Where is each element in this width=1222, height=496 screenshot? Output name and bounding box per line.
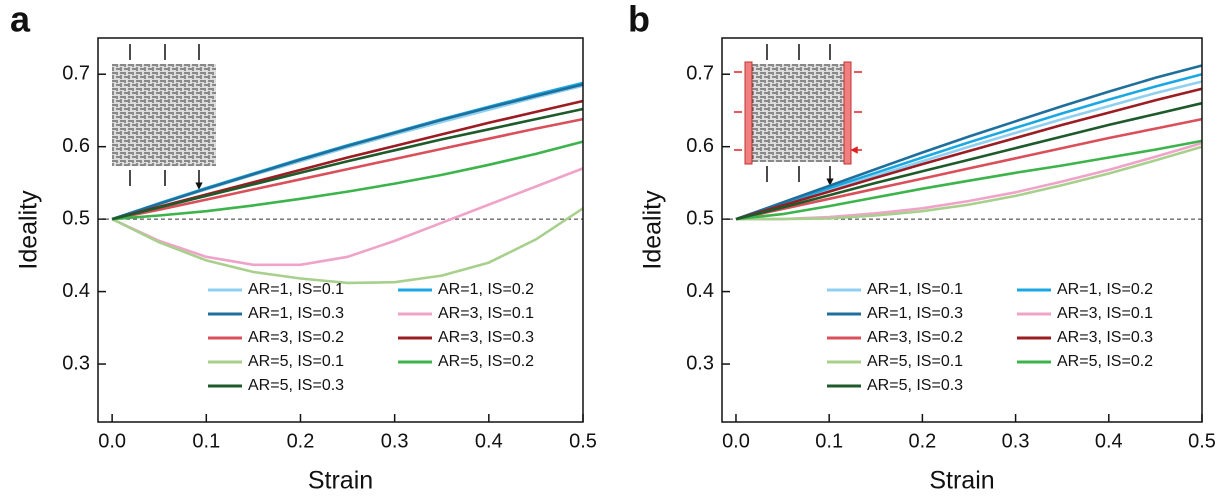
x-tick-label: 0.4 <box>475 430 503 452</box>
legend-label: AR=1, IS=0.3 <box>248 305 344 322</box>
legend-label: AR=3, IS=0.1 <box>1057 305 1153 322</box>
series-line <box>111 83 584 221</box>
panel: a 0.0 0.1 0.2 0.3 0.4 0.5 0.3 0.4 0.5 0.6 0.7 Strain… <box>10 0 597 495</box>
legend-label: AR=5, IS=0.3 <box>867 377 963 394</box>
x-tick-label: 0.0 <box>722 430 750 452</box>
legend-label: AR=1, IS=0.2 <box>1057 281 1153 298</box>
x-tick-label: 0.3 <box>1002 430 1030 452</box>
legend-label: AR=3, IS=0.2 <box>867 329 963 346</box>
legend: AR=1, IS=0.1 AR=1, IS=0.2 AR=1, IS=0.3 AR=3… <box>827 281 1153 394</box>
series-line <box>735 117 1203 221</box>
y-tick-label: 0.3 <box>62 352 90 374</box>
y-tick-label: 0.5 <box>62 207 90 229</box>
x-axis-label: Strain <box>929 467 994 495</box>
series-line <box>735 87 1203 221</box>
legend-label: AR=3, IS=0.2 <box>248 329 344 346</box>
inset-a <box>112 44 216 186</box>
x-axis-label: Strain <box>308 467 373 495</box>
series-line <box>735 64 1203 221</box>
series-line <box>111 107 584 221</box>
panel-label: b <box>628 0 650 40</box>
legend-label: AR=5, IS=0.1 <box>248 353 344 370</box>
y-axis-label: Ideality <box>15 190 43 270</box>
y-axis-label: Ideality <box>639 190 667 270</box>
x-tick-label: 0.2 <box>908 430 936 452</box>
legend-label: AR=3, IS=0.3 <box>1057 329 1153 346</box>
series-line <box>735 72 1203 221</box>
series-line <box>736 145 1203 221</box>
y-tick-label: 0.4 <box>686 280 714 302</box>
legend-label: AR=5, IS=0.2 <box>438 353 534 370</box>
legend-label: AR=5, IS=0.2 <box>1057 353 1153 370</box>
legend-label: AR=1, IS=0.2 <box>438 281 534 298</box>
inset-b <box>734 44 862 182</box>
x-tick-label: 0.2 <box>287 430 315 452</box>
series-line <box>112 140 584 221</box>
y-tick-label: 0.7 <box>686 63 714 85</box>
series-line <box>735 139 1203 221</box>
y-tick-label: 0.6 <box>686 135 714 157</box>
plot-frame <box>721 37 1203 423</box>
series-line <box>111 207 584 285</box>
y-tick-label: 0.5 <box>686 207 714 229</box>
legend: AR=1, IS=0.1 AR=1, IS=0.2 AR=1, IS=0.3 AR=3… <box>208 281 534 394</box>
series-line <box>735 101 1203 221</box>
x-tick-label: 0.5 <box>1188 430 1216 452</box>
legend-label: AR=1, IS=0.1 <box>867 281 963 298</box>
legend-label: AR=1, IS=0.1 <box>248 281 344 298</box>
x-tick-label: 0.3 <box>381 430 409 452</box>
series-line <box>111 117 584 221</box>
x-tick-label: 0.4 <box>1095 430 1123 452</box>
legend-label: AR=5, IS=0.3 <box>248 377 344 394</box>
x-tick-label: 0.5 <box>569 430 597 452</box>
y-tick-label: 0.3 <box>686 352 714 374</box>
x-tick-label: 0.1 <box>815 430 843 452</box>
y-tick-label: 0.4 <box>62 280 90 302</box>
legend-label: AR=1, IS=0.3 <box>867 305 963 322</box>
legend-label: AR=3, IS=0.3 <box>438 329 534 346</box>
panel: b 0.0 0.1 0.2 0.3 0.4 0.5 0.3 0.4 0.5 0.6 0.7 Strain… <box>628 0 1216 495</box>
legend-label: AR=3, IS=0.1 <box>438 305 534 322</box>
series-line <box>111 167 584 267</box>
plot-frame <box>97 37 584 423</box>
y-tick-label: 0.6 <box>62 135 90 157</box>
x-tick-label: 0.1 <box>192 430 220 452</box>
y-tick-label: 0.7 <box>62 63 90 85</box>
legend-label: AR=5, IS=0.1 <box>867 353 963 370</box>
x-tick-label: 0.0 <box>98 430 126 452</box>
panel-label: a <box>10 0 31 40</box>
